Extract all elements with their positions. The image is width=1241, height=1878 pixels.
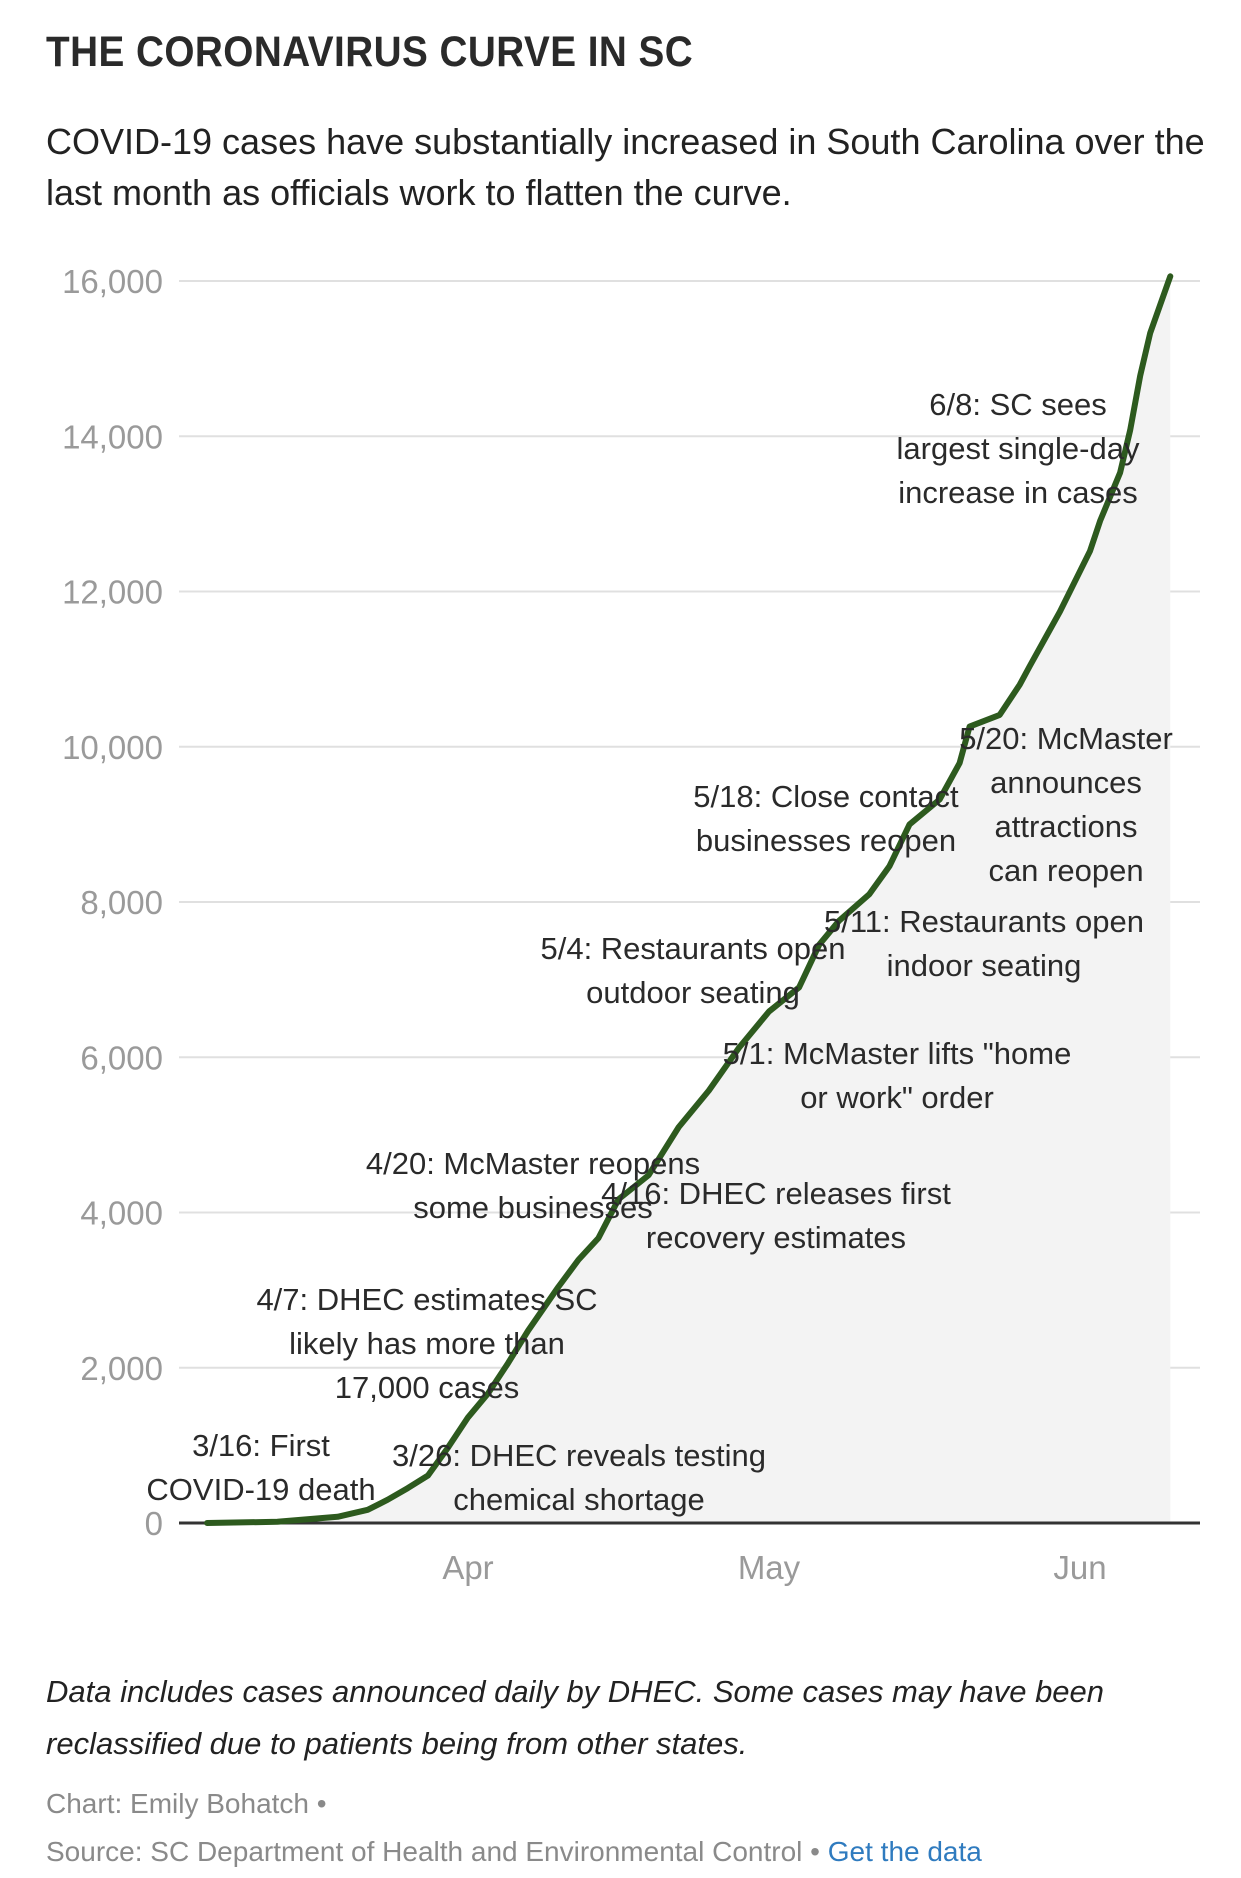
annotation-line: largest single-day xyxy=(897,431,1140,466)
y-tick-label: 2,000 xyxy=(80,1350,163,1387)
x-axis: Apr May Jun xyxy=(442,1549,1106,1586)
y-axis: 0 2,000 4,000 6,000 8,000 10,000 12,000 14,000 1… xyxy=(62,263,163,1542)
annotation-line: or work" order xyxy=(800,1080,994,1115)
y-tick-label: 8,000 xyxy=(80,884,163,921)
annotation-line: recovery estimates xyxy=(646,1220,906,1255)
annotation-line: some businesses xyxy=(413,1190,653,1225)
y-tick-label: 6,000 xyxy=(80,1039,163,1076)
annotation-line: indoor seating xyxy=(887,948,1082,983)
x-tick-label: Apr xyxy=(442,1549,493,1586)
y-tick-label: 12,000 xyxy=(62,574,163,611)
annotation-line: 4/7: DHEC estimates SC xyxy=(256,1282,597,1317)
get-the-data-link[interactable]: Get the data xyxy=(827,1836,982,1867)
annotation: 5/4: Restaurants open outdoor seating xyxy=(540,931,845,1010)
annotation-line: 3/26: DHEC reveals testing xyxy=(392,1438,766,1473)
annotation-line: 5/11: Restaurants open xyxy=(824,904,1144,939)
y-tick-label: 10,000 xyxy=(62,729,163,766)
annotation-line: attractions xyxy=(994,809,1137,844)
annotation: 4/20: McMaster reopens some businesses xyxy=(366,1146,700,1225)
annotation: 4/7: DHEC estimates SC likely has more th… xyxy=(256,1282,597,1405)
annotation-line: 4/20: McMaster reopens xyxy=(366,1146,700,1181)
source-credit: Source: SC Department of Health and Envi… xyxy=(46,1836,982,1868)
source-text: Source: SC Department of Health and Envi… xyxy=(46,1836,820,1867)
annotation: 3/16: First COVID-19 death xyxy=(146,1428,375,1507)
annotation-line: outdoor seating xyxy=(586,975,800,1010)
area-fill xyxy=(207,276,1171,1523)
annotation: 6/8: SC sees largest single-day increase i… xyxy=(897,387,1140,510)
annotation: 5/11: Restaurants open indoor seating xyxy=(824,904,1144,983)
annotation-line: 17,000 cases xyxy=(335,1370,519,1405)
chart-title: THE CORONAVIRUS CURVE IN SC xyxy=(46,28,694,76)
annotation-line: 5/18: Close contact xyxy=(693,779,959,814)
data-note: Data includes cases announced daily by D… xyxy=(46,1674,1105,1761)
annotation-line: chemical shortage xyxy=(453,1482,705,1517)
annotation: 4/16: DHEC releases first recovery estima… xyxy=(601,1176,951,1255)
chart-credit: Chart: Emily Bohatch • xyxy=(46,1788,327,1819)
y-tick-label: 14,000 xyxy=(62,418,163,455)
annotation: 5/1: McMaster lifts "home or work" order xyxy=(723,1036,1072,1115)
annotation-line: businesses reopen xyxy=(696,823,956,858)
annotation: 5/20: McMaster announces attractions can re… xyxy=(959,721,1173,888)
x-tick-label: Jun xyxy=(1053,1549,1106,1586)
y-tick-label: 0 xyxy=(145,1505,163,1542)
annotation-line: 5/20: McMaster xyxy=(959,721,1173,756)
annotations: 6/8: SC sees largest single-day increase i… xyxy=(146,387,1172,1517)
annotation-line: likely has more than xyxy=(289,1326,565,1361)
annotation-line: increase in cases xyxy=(898,475,1138,510)
y-tick-label: 16,000 xyxy=(62,263,163,300)
chart-subtitle: COVID-19 cases have substantially increa… xyxy=(46,121,1205,213)
annotation: 3/26: DHEC reveals testing chemical short… xyxy=(392,1438,766,1517)
annotation-line: can reopen xyxy=(988,853,1143,888)
annotation: 5/18: Close contact businesses reopen xyxy=(693,779,959,858)
x-tick-label: May xyxy=(738,1549,801,1586)
cases-line-chart: 0 2,000 4,000 6,000 8,000 10,000 12,000 14,000 1… xyxy=(62,263,1200,1586)
annotation-line: announces xyxy=(990,765,1142,800)
annotation-line: COVID-19 death xyxy=(146,1472,375,1507)
cases-line xyxy=(204,273,1174,1526)
annotation-line: 5/1: McMaster lifts "home xyxy=(723,1036,1072,1071)
annotation-line: 4/16: DHEC releases first xyxy=(601,1176,951,1211)
annotation-line: 3/16: First xyxy=(192,1428,330,1463)
annotation-line: 5/4: Restaurants open xyxy=(540,931,845,966)
annotation-line: 6/8: SC sees xyxy=(929,387,1106,422)
y-tick-label: 4,000 xyxy=(80,1195,163,1232)
